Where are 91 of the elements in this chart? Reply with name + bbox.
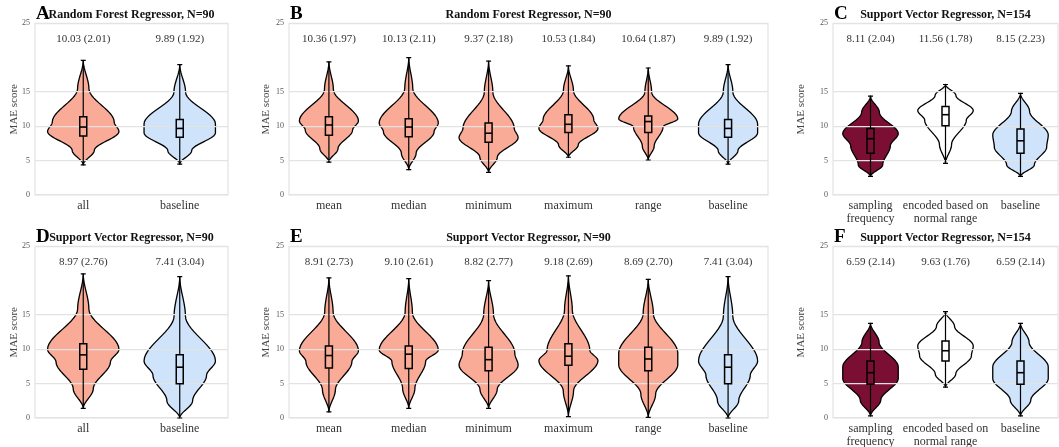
y-tick-label: 15 — [276, 310, 284, 320]
annotation: 8.15 (2.23) — [996, 32, 1046, 46]
x-tick-label: baseline — [1000, 420, 1041, 435]
chart-title: Support Vector Regressor, N=154 — [860, 230, 1031, 245]
y-tick-label: 0 — [280, 190, 284, 200]
y-tick-label: 25 — [22, 241, 30, 251]
y-tick-label: 5 — [824, 378, 828, 388]
y-tick-label: 25 — [820, 241, 828, 251]
y-axis-title: MAE score — [7, 83, 20, 135]
y-tick-label: 5 — [280, 155, 284, 165]
x-tick-label: minimum — [465, 420, 513, 435]
y-tick-label: 10 — [22, 344, 30, 354]
text: C — [834, 2, 848, 24]
annotation: 11.56 (1.78) — [918, 32, 973, 46]
annotation: 9.89 (1.92) — [703, 32, 753, 46]
y-tick-label: 10 — [820, 121, 828, 131]
y-tick-label: 0 — [280, 413, 284, 423]
x-tick-label: baseline — [708, 420, 748, 435]
annotation: 8.97 (2.76) — [58, 255, 108, 269]
y-tick-label: 15 — [22, 87, 30, 97]
y-axis-title: MAE score — [259, 83, 272, 135]
y-tick-label: 25 — [276, 241, 284, 251]
y-tick-label: 15 — [22, 310, 30, 320]
y-tick-label: 25 — [276, 18, 284, 28]
chart-title: Support Vector Regressor, N=90 — [49, 230, 214, 245]
annotation: 9.89 (1.92) — [155, 32, 205, 46]
annotation: 8.82 (2.77) — [464, 255, 514, 269]
y-tick-label: 10 — [276, 344, 284, 354]
y-tick-label: 10 — [820, 344, 828, 354]
text: B — [290, 2, 303, 24]
text: A — [36, 2, 50, 24]
annotation: 8.91 (2.73) — [304, 255, 354, 269]
y-tick-label: 15 — [276, 87, 284, 97]
y-axis-title: MAE score — [7, 306, 20, 358]
annotation: 10.53 (1.84) — [541, 32, 596, 46]
x-tick-label: sampling frequency — [846, 197, 895, 225]
x-tick-label: baseline — [160, 420, 200, 435]
chart-title: Support Vector Regressor, N=154 — [860, 7, 1031, 22]
x-tick-label: baseline — [708, 197, 748, 212]
y-tick-label: 25 — [22, 18, 30, 28]
x-tick-label: mean — [315, 420, 342, 435]
annotation: 9.63 (1.76) — [921, 255, 971, 269]
x-tick-label: encoded based on normal range — [902, 197, 989, 225]
x-tick-label: minimum — [465, 197, 513, 212]
x-tick-label: maximum — [544, 197, 594, 212]
x-tick-label: sampling frequency — [846, 420, 895, 447]
annotation: 10.13 (2.11) — [381, 32, 436, 46]
annotation: 8.69 (2.70) — [623, 255, 673, 269]
y-tick-label: 0 — [824, 190, 828, 200]
annotation: 9.10 (2.61) — [384, 255, 434, 269]
annotation: 9.37 (2.18) — [464, 32, 514, 46]
annotation: 7.41 (3.04) — [703, 255, 753, 269]
x-tick-label: mean — [315, 197, 342, 212]
x-tick-label: range — [634, 197, 662, 212]
x-tick-label: maximum — [544, 420, 594, 435]
annotation: 6.59 (2.14) — [996, 255, 1046, 269]
y-tick-label: 15 — [820, 87, 828, 97]
x-tick-label: range — [634, 420, 662, 435]
annotation: 9.18 (2.69) — [544, 255, 594, 269]
y-tick-label: 5 — [824, 155, 828, 165]
chart-title: Support Vector Regressor, N=90 — [446, 230, 611, 245]
y-tick-label: 0 — [26, 413, 30, 423]
x-tick-label: baseline — [160, 197, 200, 212]
annotation: 10.03 (2.01) — [56, 32, 111, 46]
y-axis-title: MAE score — [794, 306, 807, 358]
annotation: 8.11 (2.04) — [846, 32, 895, 46]
annotation: 6.59 (2.14) — [846, 255, 896, 269]
y-tick-label: 0 — [824, 413, 828, 423]
text: F — [834, 225, 846, 247]
y-axis-title: MAE score — [794, 83, 807, 135]
y-axis-title: MAE score — [259, 306, 272, 358]
y-tick-label: 15 — [820, 310, 828, 320]
x-tick-label: median — [391, 197, 427, 212]
y-tick-label: 10 — [276, 121, 284, 131]
text: D — [36, 225, 50, 247]
annotation: 10.36 (1.97) — [301, 32, 357, 46]
x-tick-label: baseline — [1000, 197, 1041, 212]
y-tick-label: 5 — [280, 378, 284, 388]
y-tick-label: 0 — [26, 190, 30, 200]
text: E — [290, 225, 303, 247]
x-tick-label: all — [77, 420, 90, 435]
annotation: 7.41 (3.04) — [155, 255, 205, 269]
y-tick-label: 5 — [26, 155, 30, 165]
annotation: 10.64 (1.87) — [621, 32, 676, 46]
y-tick-label: 10 — [22, 121, 30, 131]
y-tick-label: 25 — [820, 18, 828, 28]
x-tick-label: median — [391, 420, 427, 435]
chart-title: Random Forest Regressor, N=90 — [445, 7, 612, 22]
x-tick-label: all — [77, 197, 90, 212]
x-tick-label: encoded based on normal range — [902, 420, 989, 447]
y-tick-label: 5 — [26, 378, 30, 388]
